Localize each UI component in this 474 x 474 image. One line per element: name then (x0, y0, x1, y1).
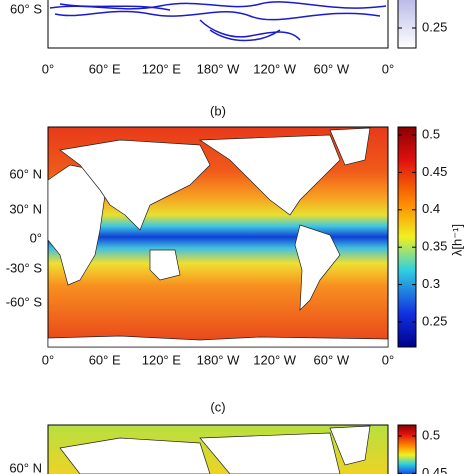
y-tick-label: -60° S (6, 294, 43, 309)
colorbar (397, 126, 417, 348)
colorbar-tick-label: 0.5 (422, 427, 440, 442)
colorbar (397, 424, 417, 474)
y-tick-label: -30° S (6, 260, 43, 275)
x-tick-label: 60° E (89, 61, 121, 76)
colorbar-tick-label: 0.3 (422, 276, 440, 291)
panel-label: (b) (210, 103, 226, 118)
colorbar-tick-label: 0.4 (422, 201, 440, 216)
continents (47, 127, 389, 348)
y-tick-label: 60° N (9, 460, 42, 474)
y-tick-label: 60° S (10, 1, 42, 16)
x-tick-label: 120° E (142, 352, 182, 367)
map-swirls (49, 1, 387, 42)
x-tick-label: 180° W (197, 352, 241, 367)
y-tick-label: 0° (30, 230, 42, 245)
colorbar-tick-label: 0.25 (422, 19, 447, 34)
x-tick-label: 60° W (314, 61, 350, 76)
panel-label: (c) (210, 399, 225, 414)
x-tick-label: 180° W (197, 61, 241, 76)
x-tick-label: 120° E (142, 61, 182, 76)
colorbar-tick-label: 0.45 (422, 164, 447, 179)
colorbar-label: λ[h⁻¹] (449, 224, 464, 256)
y-tick-label: 30° N (9, 201, 42, 216)
colorbar-tick-label: 0.35 (422, 239, 447, 254)
x-tick-label: 120° W (253, 352, 297, 367)
colorbar-tick-label: 0.25 (422, 313, 447, 328)
x-tick-label: 0° (42, 352, 54, 367)
colorbar-tick-label: 0.5 (422, 126, 440, 141)
x-tick-label: 120° W (253, 61, 297, 76)
continents (59, 425, 371, 474)
x-tick-label: 60° E (89, 352, 121, 367)
colorbar (397, 0, 417, 49)
colorbar-tick-label: 0.45 (422, 465, 447, 474)
y-tick-label: 60° N (9, 166, 42, 181)
x-tick-label: 0° (382, 352, 394, 367)
x-tick-label: 0° (382, 61, 394, 76)
x-tick-label: 60° W (314, 352, 350, 367)
x-tick-label: 0° (42, 61, 54, 76)
